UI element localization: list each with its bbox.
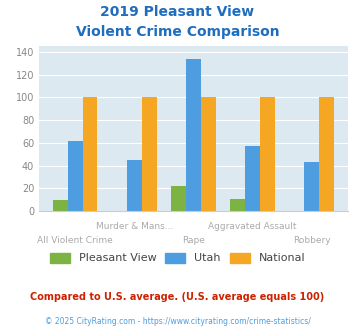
Text: Compared to U.S. average. (U.S. average equals 100): Compared to U.S. average. (U.S. average …: [31, 292, 324, 302]
Bar: [186, 59, 201, 211]
Text: 2019 Pleasant View: 2019 Pleasant View: [100, 5, 255, 19]
Bar: [68, 141, 83, 211]
Bar: [142, 97, 157, 211]
Legend: Pleasant View, Utah, National: Pleasant View, Utah, National: [50, 253, 305, 263]
Text: Robbery: Robbery: [293, 236, 331, 245]
Bar: [260, 97, 275, 211]
Bar: [245, 146, 260, 211]
Text: © 2025 CityRating.com - https://www.cityrating.com/crime-statistics/: © 2025 CityRating.com - https://www.city…: [45, 317, 310, 326]
Text: Murder & Mans...: Murder & Mans...: [96, 222, 173, 231]
Bar: [201, 97, 215, 211]
Text: Aggravated Assault: Aggravated Assault: [208, 222, 297, 231]
Bar: [127, 160, 142, 211]
Bar: [53, 200, 68, 211]
Bar: [304, 162, 319, 211]
Bar: [319, 97, 334, 211]
Bar: [230, 199, 245, 211]
Text: Violent Crime Comparison: Violent Crime Comparison: [76, 25, 279, 39]
Bar: [83, 97, 97, 211]
Bar: [171, 186, 186, 211]
Text: Rape: Rape: [182, 236, 205, 245]
Text: All Violent Crime: All Violent Crime: [37, 236, 113, 245]
